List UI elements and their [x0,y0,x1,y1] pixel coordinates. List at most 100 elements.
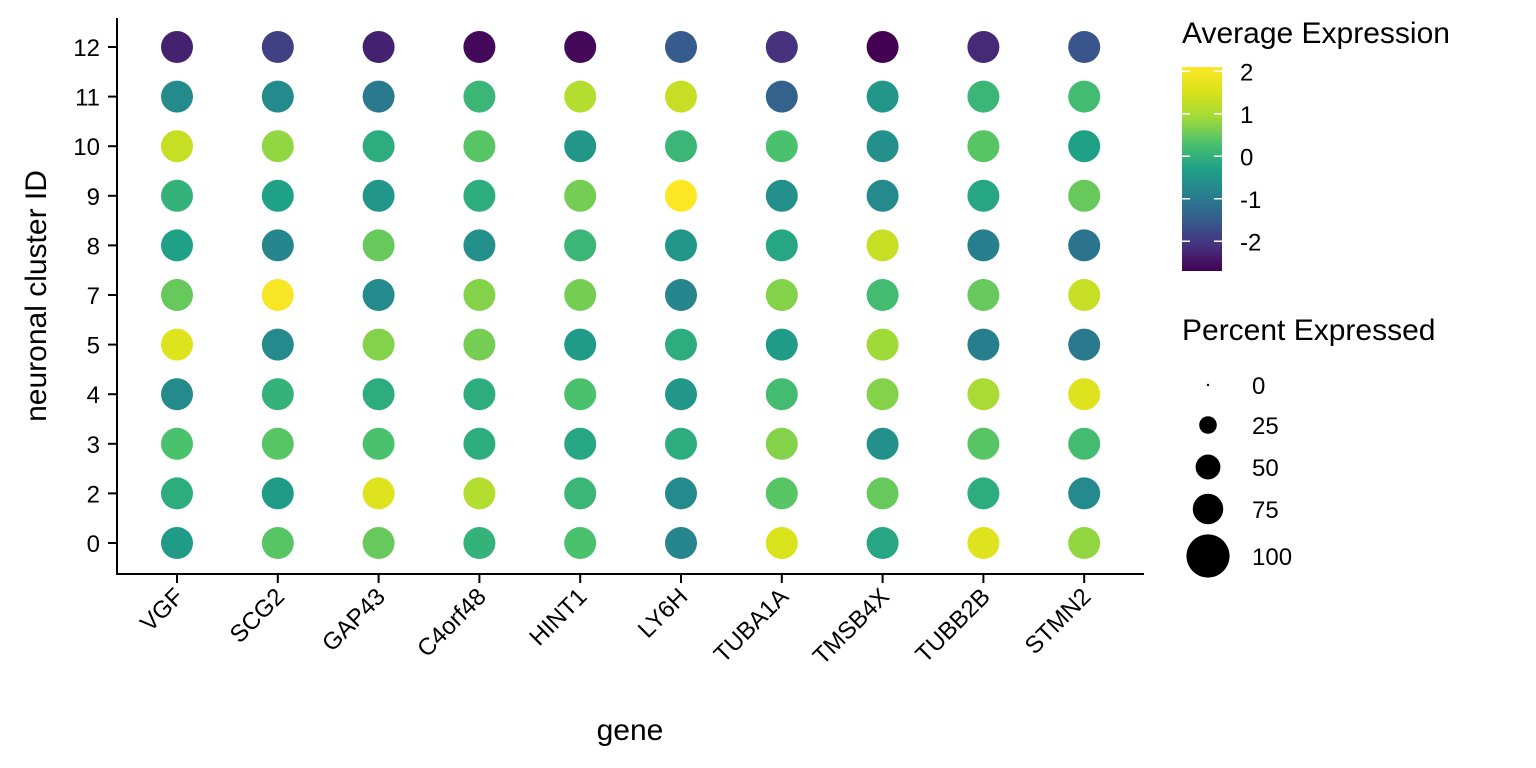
dot-LY6H-cluster-0 [665,527,697,559]
dot-TMSB4X-cluster-3 [866,427,899,460]
x-tick-label: TUBB2B [911,583,996,668]
y-tick-label: 10 [73,134,100,161]
dot-C4orf48-cluster-7 [463,279,496,311]
dot-C4orf48-cluster-3 [463,427,496,460]
dot-TUBA1A-cluster-0 [765,527,798,559]
dot-LY6H-cluster-3 [665,427,697,460]
dot-HINT1-cluster-11 [564,80,597,113]
dot-LY6H-cluster-11 [665,80,697,113]
dot-GAP43-cluster-8 [362,229,395,262]
dot-GAP43-cluster-0 [362,527,395,559]
color-legend-label: 0 [1240,144,1253,171]
dot-HINT1-cluster-3 [564,427,597,460]
size-legend-dot [1206,383,1210,387]
dot-TUBB2B-cluster-10 [967,130,1000,163]
dot-SCG2-cluster-5 [261,328,294,361]
dot-C4orf48-cluster-9 [463,179,496,212]
dot-C4orf48-cluster-0 [463,527,496,559]
dot-TMSB4X-cluster-12 [866,31,899,63]
size-legend-dot [1195,454,1221,480]
y-tick-label: 2 [87,481,100,508]
dot-STMN2-cluster-11 [1068,80,1101,113]
dot-VGF-cluster-3 [161,427,193,460]
x-tick-label: TMSB4X [808,583,895,670]
color-legend: Average Expression 2 1 0 -1 -2 [1182,17,1450,271]
x-tick-label: C4orf48 [412,583,491,662]
dot-TUBA1A-cluster-10 [765,130,798,163]
dot-TMSB4X-cluster-8 [866,229,899,262]
dot-LY6H-cluster-2 [665,477,697,510]
dot-STMN2-cluster-12 [1068,31,1101,63]
size-legend-dot [1199,416,1217,434]
dot-C4orf48-cluster-5 [463,328,496,361]
dot-C4orf48-cluster-12 [463,31,496,63]
dot-TUBB2B-cluster-5 [967,328,1000,361]
dot-GAP43-cluster-9 [362,179,395,212]
size-legend-dot [1186,534,1230,578]
dot-TUBA1A-cluster-2 [765,477,798,510]
dot-VGF-cluster-12 [161,31,193,63]
dot-GAP43-cluster-2 [362,477,395,510]
dot-TUBB2B-cluster-2 [967,477,1000,510]
x-axis-ticks: VGF SCG2 GAP43 C4orf48 HINT1 LY6H TUBA1A TMSB4X… [135,574,1096,670]
dot-TUBB2B-cluster-9 [967,179,1000,212]
dot-SCG2-cluster-10 [261,130,294,163]
dot-TUBB2B-cluster-11 [967,80,1000,113]
dot-STMN2-cluster-0 [1068,527,1101,559]
dot-HINT1-cluster-9 [564,179,597,212]
dot-TUBA1A-cluster-4 [765,378,798,411]
dot-LY6H-cluster-5 [665,328,697,361]
x-tick-label: SCG2 [225,583,290,648]
dot-HINT1-cluster-10 [564,130,597,163]
y-tick-label: 7 [87,283,100,310]
dot-SCG2-cluster-12 [261,31,294,63]
dot-VGF-cluster-8 [161,229,193,262]
size-legend-dot [1192,493,1224,525]
dot-TUBB2B-cluster-3 [967,427,1000,460]
dot-TUBA1A-cluster-11 [765,80,798,113]
dot-C4orf48-cluster-2 [463,477,496,510]
dot-GAP43-cluster-3 [362,427,395,460]
dot-C4orf48-cluster-10 [463,130,496,163]
dot-TUBA1A-cluster-5 [765,328,798,361]
dot-LY6H-cluster-4 [665,378,697,411]
color-legend-title: Average Expression [1182,17,1450,50]
dot-TMSB4X-cluster-11 [866,80,899,113]
dot-HINT1-cluster-4 [564,378,597,411]
dot-GAP43-cluster-5 [362,328,395,361]
dot-TMSB4X-cluster-5 [866,328,899,361]
dot-VGF-cluster-7 [161,279,193,311]
dot-STMN2-cluster-5 [1068,328,1101,361]
dot-GAP43-cluster-11 [362,80,395,113]
dot-TUBB2B-cluster-0 [967,527,1000,559]
size-legend-label: 75 [1252,497,1279,524]
dot-VGF-cluster-4 [161,378,193,411]
dot-SCG2-cluster-3 [261,427,294,460]
x-tick-label: HINT1 [524,583,592,651]
dot-SCG2-cluster-0 [261,527,294,559]
y-tick-label: 8 [87,233,100,260]
x-tick-label: VGF [135,583,189,637]
y-tick-label: 9 [87,184,100,211]
dot-TUBA1A-cluster-9 [765,179,798,212]
dot-C4orf48-cluster-4 [463,378,496,411]
y-axis-ticks: 0 2 3 4 5 7 8 9 10 11 12 [73,35,117,558]
dot-GAP43-cluster-10 [362,130,395,163]
dot-STMN2-cluster-7 [1068,279,1101,311]
dot-VGF-cluster-11 [161,80,193,113]
dot-HINT1-cluster-2 [564,477,597,510]
color-legend-bar [1182,67,1222,271]
size-legend-items: 0 25 50 75 100 [1186,373,1292,578]
dot-layer [161,31,1101,559]
dot-TMSB4X-cluster-7 [866,279,899,311]
size-legend-label: 100 [1252,544,1292,571]
y-axis-title: neuronal cluster ID [20,170,53,422]
dot-TMSB4X-cluster-0 [866,527,899,559]
x-tick-label: GAP43 [317,583,391,657]
dot-SCG2-cluster-7 [261,279,294,311]
dot-C4orf48-cluster-11 [463,80,496,113]
x-tick-label: LY6H [633,583,693,643]
dot-STMN2-cluster-10 [1068,130,1101,163]
x-tick-label: STMN2 [1020,583,1097,660]
dot-TUBB2B-cluster-4 [967,378,1000,411]
